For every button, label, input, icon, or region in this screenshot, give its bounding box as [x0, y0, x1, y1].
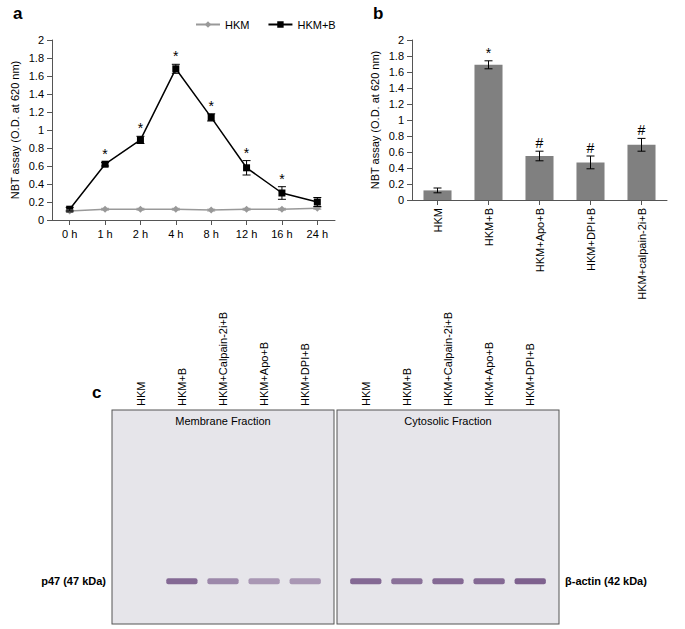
svg-text:HKM+DPI+B: HKM+DPI+B: [299, 343, 311, 406]
svg-text:HKM+B: HKM+B: [297, 19, 335, 31]
svg-text:1.8: 1.8: [389, 50, 404, 62]
svg-text:p47 (47 kDa): p47 (47 kDa): [41, 575, 106, 587]
svg-text:0.8: 0.8: [29, 142, 44, 154]
svg-text:#: #: [536, 135, 544, 151]
svg-text:0.4: 0.4: [29, 178, 44, 190]
svg-text:0 h: 0 h: [62, 228, 77, 240]
svg-text:0.4: 0.4: [389, 162, 404, 174]
svg-text:HKM: HKM: [225, 19, 249, 31]
svg-text:8 h: 8 h: [204, 228, 219, 240]
svg-text:HKM+Apo+B: HKM+Apo+B: [483, 342, 495, 406]
svg-text:2: 2: [38, 34, 44, 46]
svg-text:0.6: 0.6: [389, 146, 404, 158]
svg-text:HKM+DPI+B: HKM+DPI+B: [524, 343, 536, 406]
svg-text:24 h: 24 h: [307, 228, 328, 240]
svg-text:2: 2: [398, 34, 404, 46]
svg-text:*: *: [138, 120, 144, 136]
svg-text:0.2: 0.2: [389, 178, 404, 190]
svg-text:1.2: 1.2: [29, 106, 44, 118]
svg-text:HKM+B: HKM+B: [176, 368, 188, 406]
svg-text:HKM+Apo+B: HKM+Apo+B: [534, 208, 546, 272]
svg-text:a: a: [13, 4, 23, 23]
svg-text:1.2: 1.2: [389, 98, 404, 110]
svg-text:HKM: HKM: [360, 382, 372, 406]
svg-text:1.6: 1.6: [29, 70, 44, 82]
svg-text:HKM: HKM: [135, 382, 147, 406]
svg-text:HKM+Calpain-2i+B: HKM+Calpain-2i+B: [442, 312, 454, 406]
svg-text:HKM+DPI+B: HKM+DPI+B: [585, 208, 597, 271]
svg-text:β-actin (42 kDa): β-actin (42 kDa): [565, 575, 647, 587]
svg-text:*: *: [244, 145, 250, 161]
svg-text:1.6: 1.6: [389, 66, 404, 78]
svg-text:0: 0: [38, 214, 44, 226]
svg-text:1.8: 1.8: [29, 52, 44, 64]
svg-text:*: *: [279, 171, 285, 187]
svg-text:4 h: 4 h: [168, 228, 183, 240]
svg-text:1 h: 1 h: [97, 228, 112, 240]
svg-text:*: *: [486, 45, 492, 61]
svg-text:0: 0: [398, 194, 404, 206]
svg-text:HKM+Apo+B: HKM+Apo+B: [258, 342, 270, 406]
svg-text:1.4: 1.4: [29, 88, 44, 100]
svg-text:1: 1: [38, 124, 44, 136]
svg-text:*: *: [208, 98, 214, 114]
svg-text:#: #: [638, 122, 646, 138]
svg-text:HKM+Calpain-2i+B: HKM+Calpain-2i+B: [217, 312, 229, 406]
svg-text:1: 1: [398, 114, 404, 126]
svg-text:0.8: 0.8: [389, 130, 404, 142]
svg-text:Membrane Fraction: Membrane Fraction: [175, 415, 270, 427]
svg-text:b: b: [373, 4, 383, 23]
svg-text:HKM+calpain-2i+B: HKM+calpain-2i+B: [636, 208, 648, 300]
svg-text:#: #: [587, 140, 595, 156]
svg-text:0.6: 0.6: [29, 160, 44, 172]
svg-text:*: *: [102, 146, 108, 162]
svg-text:16 h: 16 h: [271, 228, 292, 240]
svg-text:HKM+B: HKM+B: [483, 208, 495, 246]
svg-text:NBT assay (O.D. at 620 nm): NBT assay (O.D. at 620 nm): [369, 51, 381, 190]
svg-text:c: c: [92, 383, 101, 402]
svg-text:1.4: 1.4: [389, 82, 404, 94]
svg-text:NBT assay (O.D. at 620 nm): NBT assay (O.D. at 620 nm): [9, 61, 21, 200]
svg-text:*: *: [173, 48, 179, 64]
svg-text:0.2: 0.2: [29, 196, 44, 208]
svg-text:2 h: 2 h: [133, 228, 148, 240]
svg-text:HKM: HKM: [432, 208, 444, 232]
svg-text:Cytosolic Fraction: Cytosolic Fraction: [404, 415, 491, 427]
svg-text:12 h: 12 h: [236, 228, 257, 240]
svg-text:HKM+B: HKM+B: [401, 368, 413, 406]
